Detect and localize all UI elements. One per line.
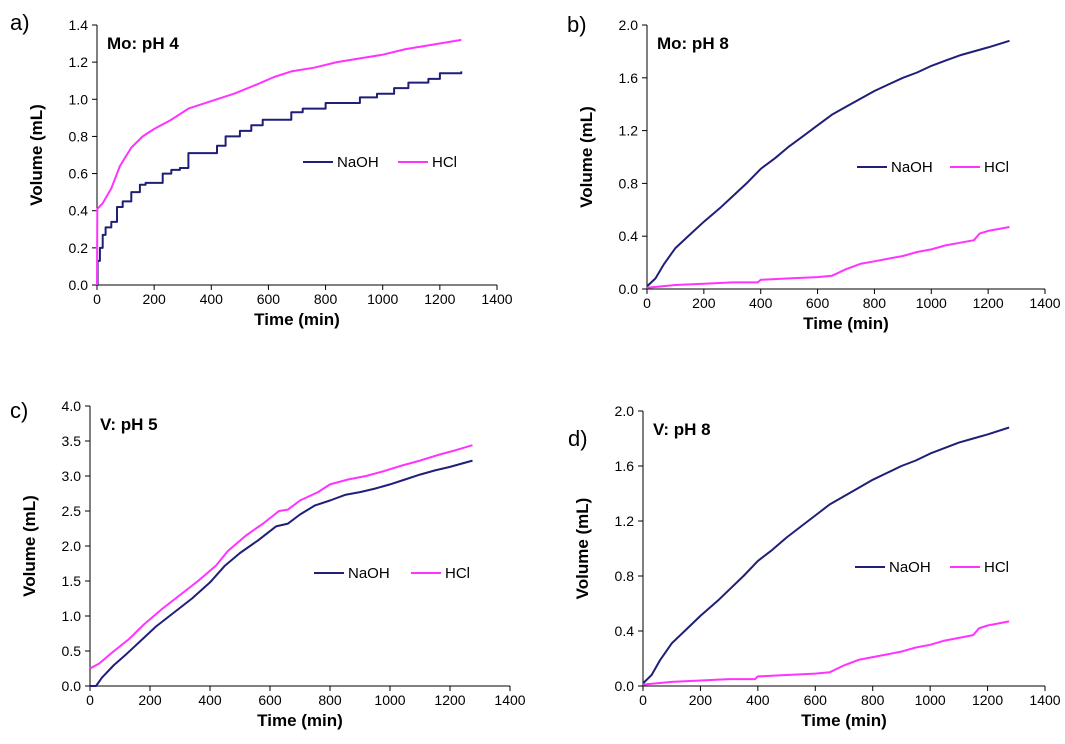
y-tick-label: 3.0 — [62, 468, 82, 484]
y-tick-label: 0.4 — [69, 203, 89, 219]
x-tick-label: 1200 — [973, 295, 1004, 311]
x-tick-label: 0 — [86, 692, 94, 708]
chart-title: Mo: pH 4 — [107, 34, 179, 53]
y-tick-label: 0.6 — [69, 166, 89, 182]
legend-label-hcl: HCl — [984, 559, 1009, 576]
x-axis-title: Time (min) — [254, 310, 340, 329]
series-line-hcl — [89, 444, 473, 670]
series-line-hcl — [96, 38, 462, 286]
x-tick-label: 1400 — [494, 692, 525, 708]
chart-panel-2: b) 0 200 400 600 800 1000 1200 1400 0.0 0.4 0.8 1.2 1… — [567, 12, 1061, 333]
x-tick-label: 0 — [639, 692, 647, 708]
series-line-naoh — [642, 426, 1010, 685]
x-tick-label: 600 — [804, 692, 828, 708]
x-tick-label: 400 — [746, 692, 770, 708]
x-tick-label: 800 — [861, 692, 885, 708]
legend-label-hcl: HCl — [445, 565, 470, 582]
y-tick-label: 1.2 — [619, 123, 639, 139]
y-tick-label: 0.8 — [615, 568, 635, 584]
x-tick-label: 1000 — [915, 692, 946, 708]
legend-label-naoh: NaOH — [348, 565, 390, 582]
y-tick-label: 1.6 — [619, 70, 639, 86]
panel-label: c) — [10, 398, 28, 423]
x-tick-label: 400 — [749, 295, 773, 311]
y-axis-title: Volume (mL) — [577, 106, 596, 208]
y-tick-label: 0.0 — [619, 281, 639, 297]
y-tick-label: 1.0 — [62, 608, 82, 624]
panel-label: b) — [567, 12, 587, 37]
x-tick-label: 200 — [692, 295, 716, 311]
x-tick-label: 1200 — [434, 692, 465, 708]
x-tick-label: 1000 — [367, 291, 398, 307]
y-tick-label: 4.0 — [62, 398, 82, 414]
x-tick-label: 800 — [863, 295, 887, 311]
x-tick-label: 0 — [93, 291, 101, 307]
series-line-naoh — [646, 39, 1010, 288]
x-tick-label: 200 — [689, 692, 713, 708]
y-tick-label: 0.0 — [62, 678, 82, 694]
chart-title: Mo: pH 8 — [657, 34, 729, 53]
legend-label-naoh: NaOH — [889, 559, 931, 576]
x-tick-label: 600 — [806, 295, 830, 311]
series-line-hcl — [646, 226, 1010, 289]
series-line-hcl — [642, 620, 1010, 686]
x-tick-label: 1000 — [374, 692, 405, 708]
x-axis-title: Time (min) — [801, 711, 887, 730]
y-tick-label: 0.8 — [619, 175, 639, 191]
x-tick-label: 1200 — [972, 692, 1003, 708]
y-tick-label: 2.0 — [62, 538, 82, 554]
x-tick-label: 1200 — [424, 291, 455, 307]
x-tick-label: 1400 — [481, 291, 512, 307]
y-axis-title: Volume (mL) — [573, 498, 592, 600]
x-axis-title: Time (min) — [257, 711, 343, 730]
chart-panel-3: c) 0 200 400 600 800 1000 1200 1400 0.0 0.5 1.0 1.5 2… — [10, 398, 526, 730]
y-tick-label: 1.2 — [615, 513, 635, 529]
x-tick-label: 1000 — [916, 295, 947, 311]
panel-label: d) — [568, 426, 588, 451]
series-line-naoh — [96, 71, 463, 286]
x-tick-label: 200 — [142, 291, 166, 307]
legend-label-hcl: HCl — [432, 154, 457, 171]
y-axis-title: Volume (mL) — [27, 104, 46, 206]
x-tick-label: 1400 — [1029, 295, 1060, 311]
x-axis-title: Time (min) — [803, 314, 889, 333]
y-tick-label: 0.8 — [69, 128, 89, 144]
x-tick-label: 600 — [257, 291, 281, 307]
y-tick-label: 0.2 — [69, 240, 89, 256]
y-tick-label: 0.5 — [62, 643, 82, 659]
x-tick-label: 800 — [318, 692, 342, 708]
y-tick-label: 2.0 — [615, 403, 635, 419]
y-tick-label: 3.5 — [62, 433, 82, 449]
x-tick-label: 1400 — [1029, 692, 1060, 708]
chart-panel-1: a) 0 200 400 600 800 1000 1200 1400 0.0 0.2 0.4 0.6 0… — [10, 10, 513, 329]
legend-label-naoh: NaOH — [891, 159, 933, 176]
y-tick-label: 0.4 — [619, 228, 639, 244]
x-tick-label: 400 — [200, 291, 224, 307]
y-tick-label: 0.0 — [69, 277, 89, 293]
y-tick-label: 1.2 — [69, 54, 89, 70]
x-tick-label: 800 — [314, 291, 338, 307]
y-tick-label: 0.0 — [615, 678, 635, 694]
legend-label-naoh: NaOH — [337, 154, 379, 171]
y-tick-label: 2.0 — [619, 17, 639, 33]
y-tick-label: 1.5 — [62, 573, 82, 589]
chart-title: V: pH 5 — [100, 415, 158, 434]
x-tick-label: 600 — [258, 692, 282, 708]
series-line-naoh — [90, 459, 473, 687]
y-tick-label: 1.0 — [69, 91, 89, 107]
y-tick-label: 0.4 — [615, 623, 635, 639]
y-tick-label: 2.5 — [62, 503, 82, 519]
y-axis-title: Volume (mL) — [20, 495, 39, 597]
x-tick-label: 0 — [643, 295, 651, 311]
y-tick-label: 1.6 — [615, 458, 635, 474]
x-tick-label: 400 — [198, 692, 222, 708]
x-tick-label: 200 — [138, 692, 162, 708]
legend-label-hcl: HCl — [984, 159, 1009, 176]
chart-title: V: pH 8 — [653, 420, 711, 439]
y-tick-label: 1.4 — [69, 17, 89, 33]
chart-panel-4: d) 0 200 400 600 800 1000 1200 1400 0.0 0.4 0.8 1.2 1… — [568, 403, 1061, 730]
panel-label: a) — [10, 10, 30, 35]
